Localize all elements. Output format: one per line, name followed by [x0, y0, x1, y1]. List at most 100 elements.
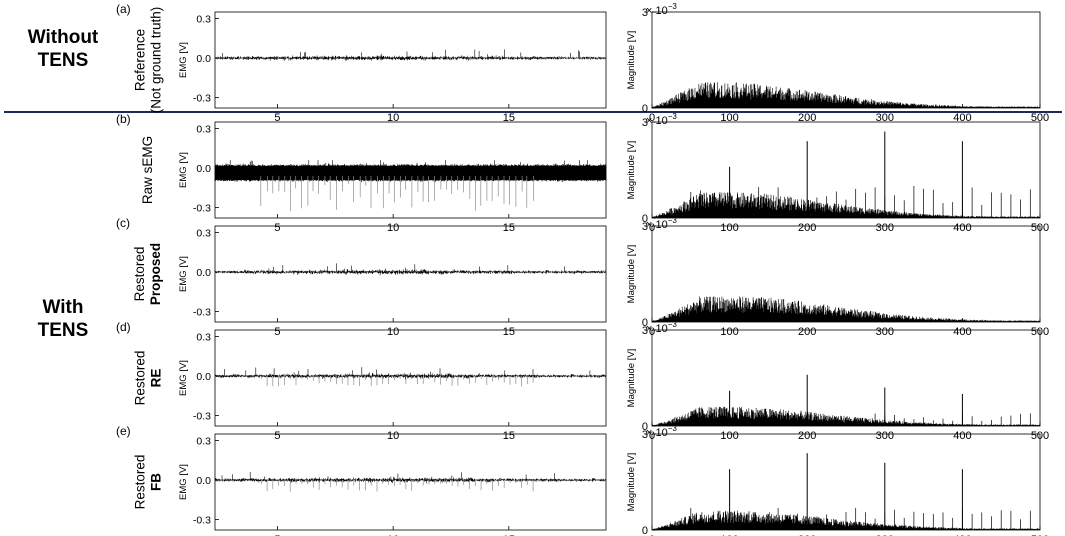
emg-xtick-label: 10: [387, 112, 399, 124]
emg-trace-fb: [214, 472, 607, 484]
spectrum-xtick-label: 100: [720, 222, 738, 234]
spectrum-multiplier-exp: −3: [668, 424, 678, 433]
spectrum-xtick-label: 100: [720, 430, 738, 442]
spectrum-xtick-label: 300: [876, 430, 894, 442]
panel-tag-fb: (e): [116, 424, 131, 438]
spectrum-multiplier: × 10−3: [646, 216, 677, 231]
emg-xtick-label: 5: [274, 534, 280, 536]
emg-ylabel: EMG [V]: [178, 360, 189, 396]
spectrum-xtick-label: 300: [876, 112, 894, 124]
group-label-with-line2: TENS: [37, 320, 89, 341]
spectrum-xtick-label: 200: [798, 430, 816, 442]
emg-panel-reference: 0.3 0.0 -0.3 5 10 15 EMG [V]: [178, 11, 607, 124]
spectrum-multiplier: × 10−3: [646, 112, 677, 127]
spectrum-xtick-label: 400: [953, 430, 971, 442]
spectrum-ytick-label: 0: [642, 103, 648, 115]
emg-xtick-label: 15: [503, 534, 515, 536]
spectrum-xtick-label: 200: [798, 326, 816, 338]
spectrum-ytick-label: 0: [642, 213, 648, 225]
spectrum-xtick-label: 200: [798, 222, 816, 234]
spectrum-ytick-label: 3: [642, 221, 648, 233]
spectrum-xtick-label: 200: [798, 534, 816, 536]
spectrum-ytick-label: 3: [642, 325, 648, 337]
emg-xtick-label: 15: [503, 222, 515, 234]
emg-trace-raw: [214, 160, 607, 183]
spectrum-trace-raw: [652, 192, 1041, 218]
group-label-with-tens: With TENS: [8, 296, 118, 342]
emg-xtick-label: 15: [503, 112, 515, 124]
emg-ylabel: EMG [V]: [178, 256, 189, 292]
emg-ytick-label: 0.0: [196, 371, 211, 383]
emg-xtick-label: 10: [387, 430, 399, 442]
emg-xtick-label: 5: [274, 430, 280, 442]
spectrum-xtick-label: 100: [720, 112, 738, 124]
spectrum-xtick-label: 400: [953, 534, 971, 536]
emg-ytick-label: 0.0: [196, 53, 211, 65]
panel-tag-proposed: (c): [116, 216, 130, 230]
emg-panel-proposed: 0.3 0.0 -0.3 5 10 15 EMG [V]: [178, 225, 607, 338]
spectrum-ylabel: Magnitude [V]: [626, 141, 637, 200]
emg-ytick-label: 0.3: [196, 124, 211, 136]
spectrum-multiplier: × 10−3: [646, 2, 677, 17]
emg-ytick-label: -0.3: [193, 202, 211, 214]
emg-ytick-label: 0.3: [196, 14, 211, 26]
spectrum-xtick-label: 0: [649, 112, 655, 124]
emg-panel-re: 0.3 0.0 -0.3 5 10 15 EMG [V]: [178, 329, 607, 442]
spectrum-trace-proposed: [652, 296, 1041, 322]
emg-ytick-label: 0.3: [196, 228, 211, 240]
spectrum-trace-re: [652, 406, 1041, 426]
spectrum-xtick-label: 0: [649, 534, 655, 536]
group-label-without-line1: Without: [27, 27, 99, 48]
emg-xtick-label: 15: [503, 326, 515, 338]
emg-ylabel: EMG [V]: [178, 152, 189, 188]
emg-ytick-label: 0.3: [196, 332, 211, 344]
spectrum-ytick-label: 3: [642, 429, 648, 441]
spectrum-xtick-label: 500: [1031, 112, 1049, 124]
emg-ytick-label: -0.3: [193, 92, 211, 104]
emg-ylabel: EMG [V]: [178, 464, 189, 500]
group-label-without-tens: Without TENS: [8, 26, 118, 72]
spectrum-xtick-label: 100: [720, 534, 738, 536]
emg-xtick-label: 10: [387, 222, 399, 234]
emg-ytick-label: -0.3: [193, 306, 211, 318]
panel-tag-reference: (a): [116, 2, 131, 16]
spectrum-ylabel: Magnitude [V]: [626, 245, 637, 304]
emg-xtick-label: 5: [274, 222, 280, 234]
emg-xtick-label: 5: [274, 112, 280, 124]
spectrum-panel-reference: 0 3 0 100 200 300 400 500 × 10−3 Magnitude [V]: [626, 2, 1049, 124]
emg-ylabel: EMG [V]: [178, 42, 189, 78]
spectrum-ytick-label: 0: [642, 525, 648, 536]
spectrum-ytick-label: 3: [642, 7, 648, 19]
spectrum-ylabel: Magnitude [V]: [626, 31, 637, 90]
spectrum-ylabel: Magnitude [V]: [626, 453, 637, 512]
emg-trace-re: [214, 367, 607, 380]
emg-axes-frame: [214, 225, 607, 323]
spectrum-ytick-label: 0: [642, 421, 648, 433]
spectrum-xtick-label: 300: [876, 326, 894, 338]
emg-ytick-label: 0.0: [196, 163, 211, 175]
spectrum-trace-reference: [652, 82, 1041, 108]
spectrum-xtick-label: 200: [798, 112, 816, 124]
emg-trace-proposed: [214, 263, 607, 276]
group-label-without-line2: TENS: [37, 50, 89, 71]
emg-axes-frame: [214, 329, 607, 427]
spectrum-xtick-label: 100: [720, 326, 738, 338]
spectrum-ylabel: Magnitude [V]: [626, 349, 637, 408]
emg-xtick-label: 5: [274, 326, 280, 338]
spectrum-xtick-label: 300: [876, 534, 894, 536]
emg-ytick-label: -0.3: [193, 410, 211, 422]
spectrum-xtick-label: 500: [1031, 534, 1049, 536]
emg-axes-frame: [214, 11, 607, 109]
emg-ytick-label: 0.0: [196, 267, 211, 279]
spectrum-multiplier-exp: −3: [668, 320, 678, 329]
spectrum-xtick-label: 400: [953, 326, 971, 338]
spectrum-xtick-label: 400: [953, 222, 971, 234]
panel-tag-re: (d): [116, 320, 131, 334]
emg-xtick-label: 15: [503, 430, 515, 442]
group-label-with-line1: With: [42, 297, 84, 318]
spectrum-multiplier-exp: −3: [668, 112, 678, 121]
emg-xtick-label: 10: [387, 326, 399, 338]
